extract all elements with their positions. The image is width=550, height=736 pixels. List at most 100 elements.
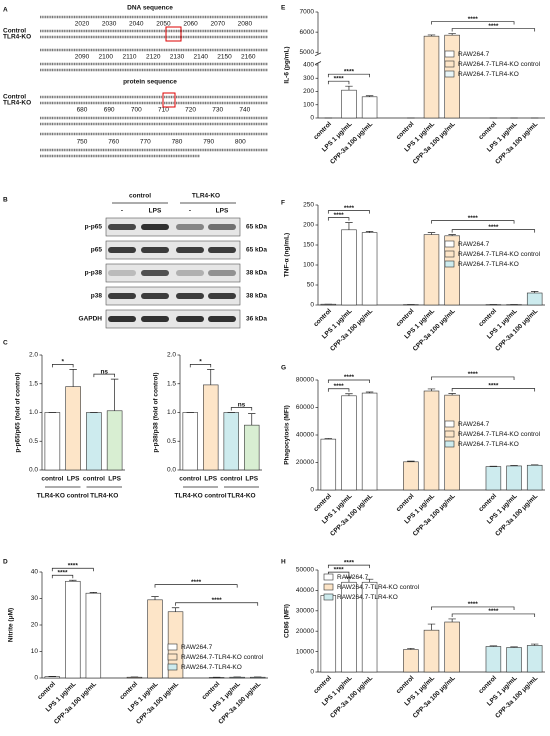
y-axis-title: Phagocytosis (MFI) xyxy=(284,405,291,465)
y-tick-label: 20000 xyxy=(296,459,314,466)
position-number: 790 xyxy=(203,139,214,146)
legend-label: RAW264.7-TLR4-KO xyxy=(458,441,519,448)
position-number: 750 xyxy=(77,139,88,146)
significance-bracket xyxy=(189,364,212,368)
position-number: 2090 xyxy=(75,54,90,61)
legend-label: RAW264.7-TLR4-KO control xyxy=(458,251,541,258)
error-bar xyxy=(510,646,518,648)
position-number: 2140 xyxy=(194,54,209,61)
error-bar xyxy=(427,623,436,631)
significance-label: **** xyxy=(344,205,355,212)
blot-band xyxy=(108,224,136,230)
blot-band xyxy=(141,293,169,299)
y-tick-label: 100 xyxy=(303,262,314,269)
position-number: 2020 xyxy=(75,21,90,28)
position-number: 2160 xyxy=(241,54,256,61)
legend-swatch xyxy=(323,583,334,591)
legend-swatch xyxy=(167,663,178,671)
position-number: 710 xyxy=(158,107,169,114)
y-tick-label: 0 xyxy=(310,487,314,494)
y-tick-label: 0 xyxy=(34,675,38,682)
blot-band xyxy=(208,247,236,253)
protein-label: p38 xyxy=(91,293,103,300)
legend-swatch xyxy=(167,653,178,661)
error-bar xyxy=(345,576,353,583)
significance-bracket xyxy=(451,229,536,233)
y-tick-label: 0 xyxy=(310,669,314,676)
blot-band xyxy=(176,293,204,299)
position-number: 2100 xyxy=(99,54,114,61)
y-axis-title: IL-6 (pg/mL) xyxy=(284,46,291,83)
y-tick-label: 0.5 xyxy=(167,438,176,445)
y-tick-label: 1.5 xyxy=(167,380,176,387)
legend-label: RAW264.7-TLR4-KO xyxy=(458,71,519,78)
group-label: TLR4-KO xyxy=(90,493,118,500)
panel-label: H xyxy=(281,559,286,566)
y-axis-title: CD86 (MFI) xyxy=(284,604,291,638)
significance-label: **** xyxy=(212,597,223,604)
error-bar xyxy=(407,460,415,462)
position-number: 2030 xyxy=(102,21,117,28)
bar xyxy=(403,461,419,491)
bar xyxy=(106,410,123,471)
significance-bracket xyxy=(327,217,350,221)
protein-label: p65 xyxy=(91,247,103,254)
error-bar xyxy=(207,369,215,385)
y-tick-label: 100 xyxy=(303,101,314,108)
y-tick-label: 0.0 xyxy=(167,467,176,474)
y-tick-label: 60000 xyxy=(296,404,314,411)
position-number: 740 xyxy=(239,107,250,114)
x-tick-label: LPS xyxy=(108,476,121,483)
position-number: 2040 xyxy=(129,21,144,28)
blot-band xyxy=(141,270,169,276)
protein-label: p-p65 xyxy=(85,224,103,231)
y-tick-label: 7000 xyxy=(300,9,315,16)
error-bar xyxy=(489,645,498,647)
x-tick-label: control xyxy=(83,476,105,483)
protein-label: p-p38 xyxy=(85,270,103,277)
significance-label: **** xyxy=(344,559,355,566)
bar xyxy=(526,464,543,491)
legend-swatch xyxy=(444,240,455,248)
legend-label: RAW264.7-TLR4-KO control xyxy=(181,654,264,661)
significance-label: **** xyxy=(468,215,479,222)
y-tick-label: 20 xyxy=(31,622,39,629)
legend-label: RAW264.7 xyxy=(458,51,490,58)
bar xyxy=(65,386,81,471)
blot-frame xyxy=(105,309,241,329)
row-label: TLR4-KO xyxy=(3,34,31,41)
highlight-box xyxy=(162,92,176,108)
bar xyxy=(361,96,378,119)
error-bar xyxy=(365,95,374,97)
bar xyxy=(320,595,337,673)
x-tick-label: LPS xyxy=(204,476,217,483)
size-label: 36 kDa xyxy=(246,316,267,323)
y-tick-label: 150 xyxy=(303,242,314,249)
legend-swatch xyxy=(444,440,455,448)
significance-bracket xyxy=(327,210,370,214)
significance-bracket xyxy=(431,606,515,610)
y-tick-label: 10000 xyxy=(296,648,314,655)
blot-band xyxy=(108,247,136,253)
position-number: 800 xyxy=(235,139,246,146)
y-axis-title: p-p38/p38 (fold of control) xyxy=(153,372,160,452)
legend-swatch xyxy=(444,50,455,58)
bar xyxy=(423,390,440,491)
panel-label: E xyxy=(281,5,286,12)
error-bar xyxy=(324,438,333,440)
significance-label: **** xyxy=(334,75,345,82)
blot-band xyxy=(141,316,169,322)
group-label: TLR4-KO xyxy=(192,193,220,200)
significance-label: **** xyxy=(191,579,202,586)
blot-band xyxy=(176,270,204,276)
group-label: TLR4-KO xyxy=(227,493,255,500)
y-tick-label: 10 xyxy=(31,648,39,655)
y-axis-title: p-p65/p65 (fold of control) xyxy=(15,372,22,452)
y-tick-label: 6000 xyxy=(300,29,315,36)
significance-label: **** xyxy=(334,566,345,573)
y-axis-title: Nitrite (μM) xyxy=(8,608,15,642)
y-tick-label: 2.0 xyxy=(29,352,38,359)
row-label: Control xyxy=(3,28,26,35)
bar xyxy=(423,234,440,306)
